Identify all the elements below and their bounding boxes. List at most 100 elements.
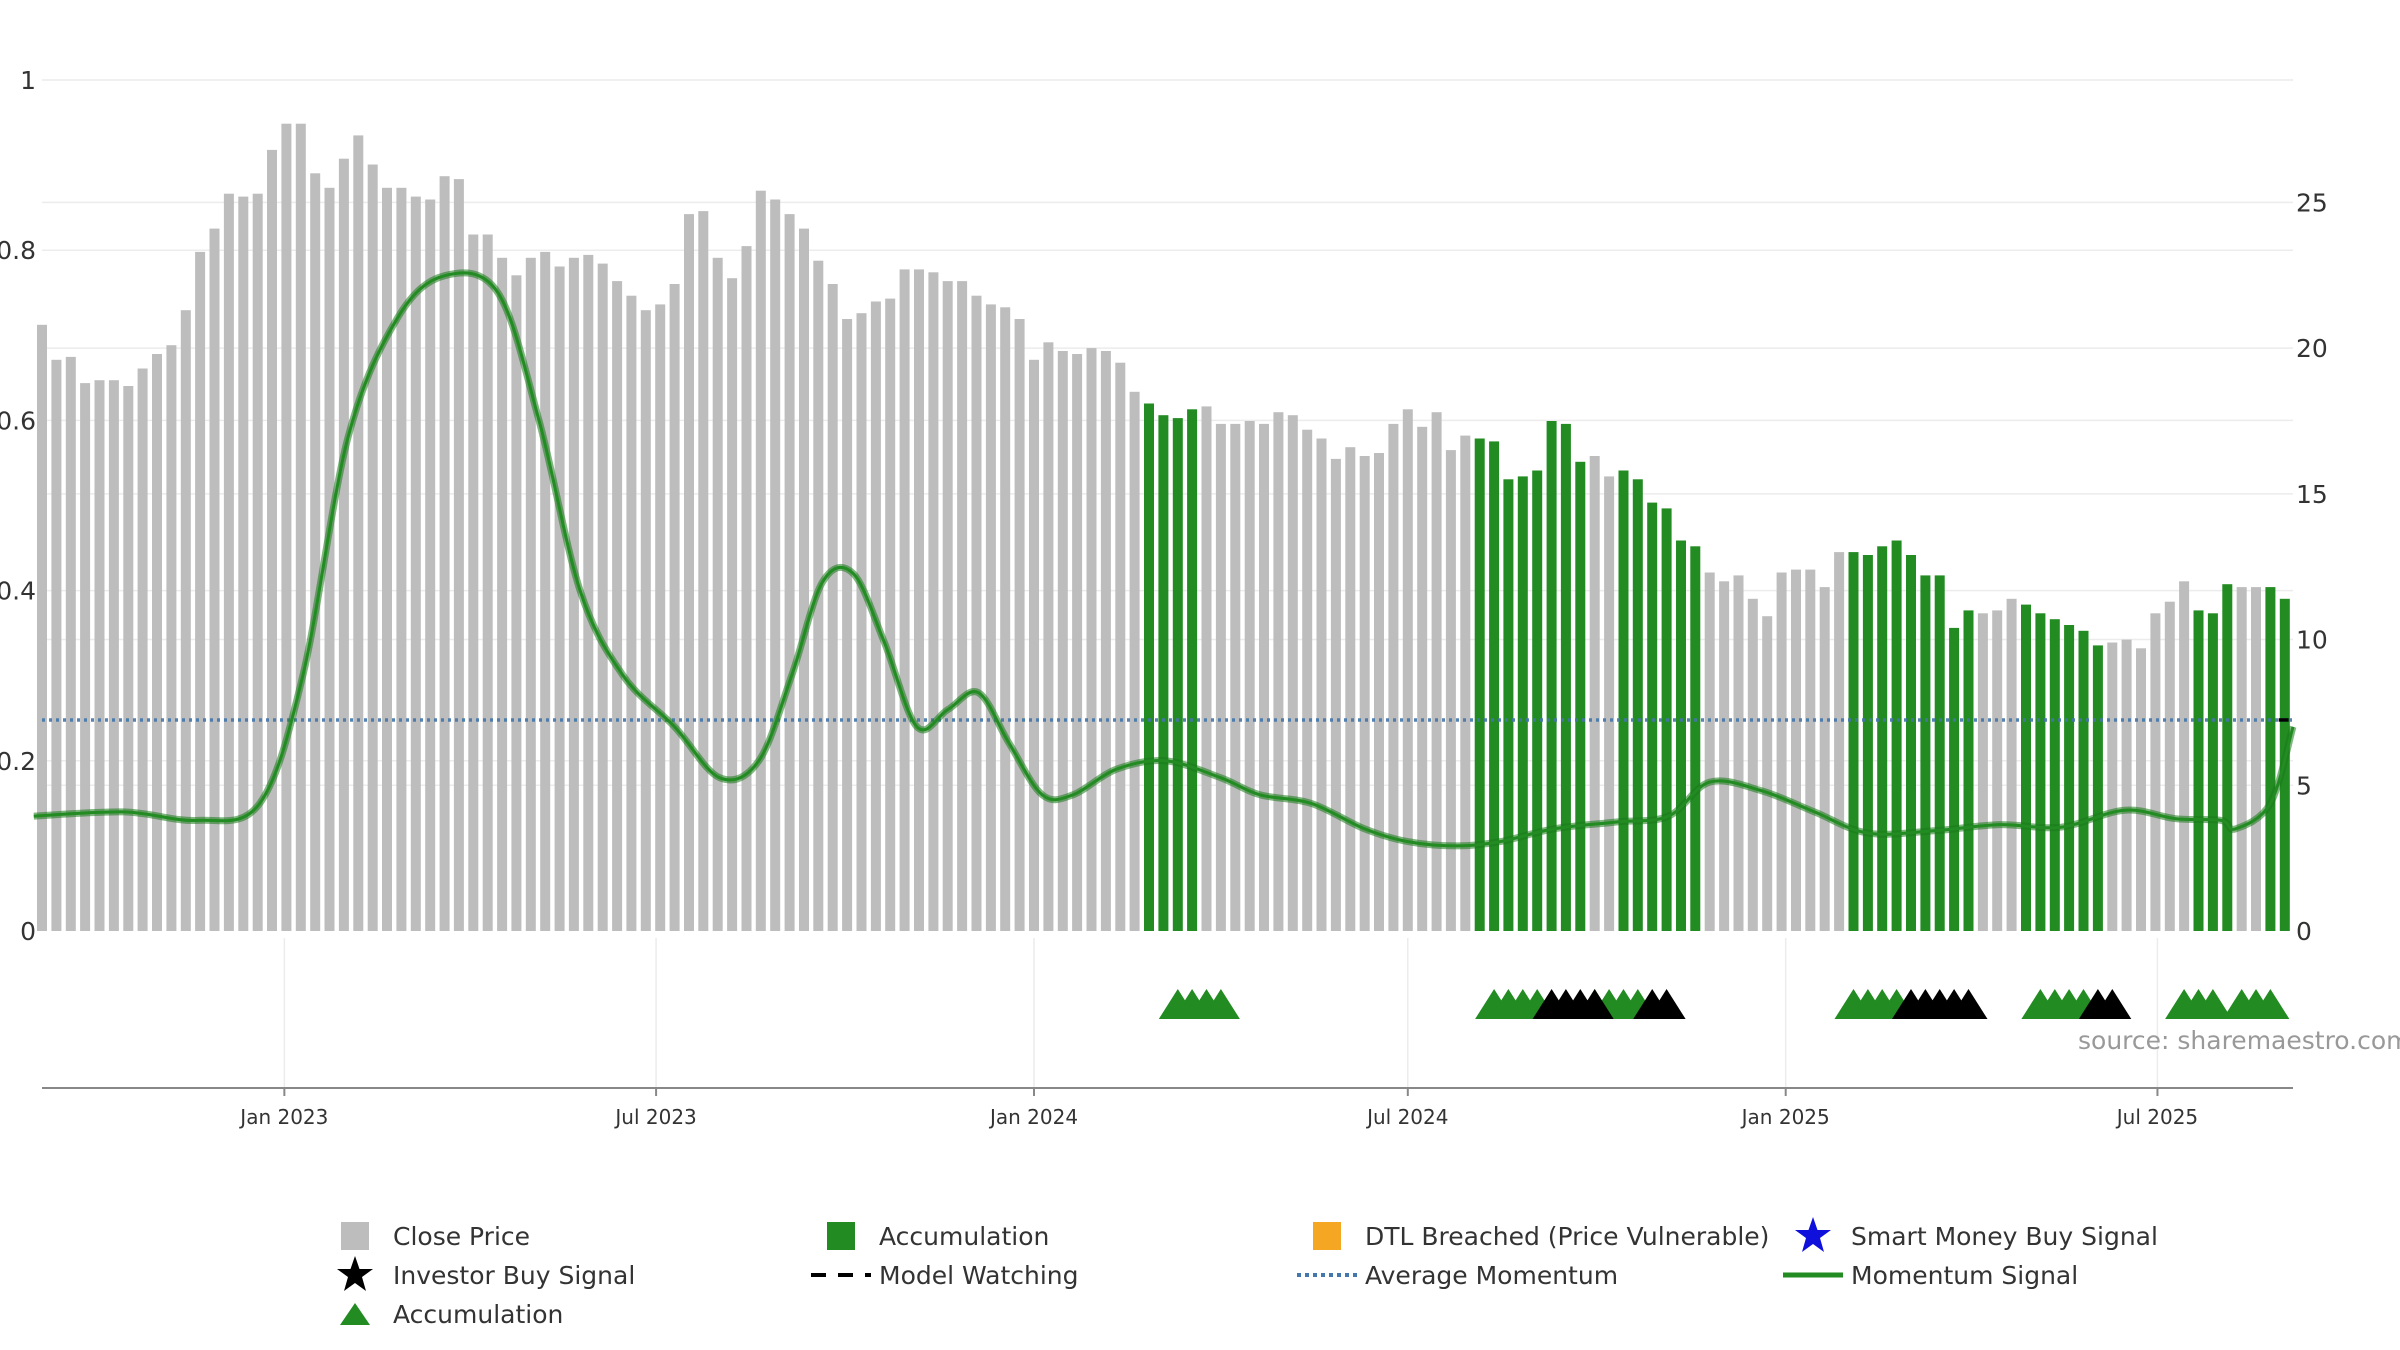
accumulation-bar <box>1862 555 1873 931</box>
left-axis-tick-label: 0.2 <box>0 747 36 776</box>
investor-buy-marker <box>1949 989 1988 1019</box>
price-bar <box>1388 423 1399 931</box>
price-bar <box>1072 354 1083 931</box>
accumulation-bar <box>1690 546 1701 931</box>
price-bar <box>1086 348 1097 932</box>
momentum-signal-line <box>33 271 2295 848</box>
investor-buy-marker <box>1647 989 1686 1019</box>
left-axis-tick-label: 1 <box>20 66 36 95</box>
price-bar <box>1345 447 1356 931</box>
price-bar <box>310 173 321 932</box>
price-bar <box>2251 587 2261 931</box>
price-bar <box>324 187 335 932</box>
price-bar <box>338 158 349 931</box>
price-bar <box>425 199 436 931</box>
accumulation-bar <box>1676 540 1686 931</box>
x-axis-tick-label: Jul 2025 <box>2115 1105 2198 1129</box>
price-bar <box>1043 342 1054 931</box>
price-bar <box>1359 456 1370 931</box>
investor-buy-marker <box>2093 989 2132 1019</box>
price-bar <box>281 123 292 931</box>
price-bar <box>2150 613 2161 931</box>
accumulation-bar <box>1546 421 1557 931</box>
price-bar <box>1273 412 1284 931</box>
price-bar <box>1791 569 1801 931</box>
price-bar <box>1402 409 1413 931</box>
price-bar <box>698 211 709 932</box>
price-bar <box>37 324 47 931</box>
right-axis-tick-label: 5 <box>2296 771 2312 800</box>
accumulation-bar <box>1632 479 1643 931</box>
price-bar <box>727 278 738 931</box>
right-axis-tick-label: 25 <box>2296 188 2328 217</box>
accumulation-bar <box>1906 555 1916 931</box>
price-bar <box>223 193 234 931</box>
price-bar <box>1762 616 1773 931</box>
left-axis-tick-label: 0.6 <box>0 406 36 435</box>
left-axis-tick-label: 0 <box>20 917 36 946</box>
price-bar <box>1259 423 1269 931</box>
right-axis-tick-label: 0 <box>2296 917 2312 946</box>
price-bar <box>1834 552 1845 931</box>
price-bar <box>1129 391 1140 931</box>
accumulation-bar <box>1949 627 1960 931</box>
price-bar <box>1747 598 1758 931</box>
price-bar <box>755 190 766 931</box>
price-bar <box>396 187 407 932</box>
price-bar <box>827 284 838 931</box>
price-bar <box>1100 351 1111 931</box>
accumulation-marker <box>2251 989 2290 1019</box>
price-bar <box>942 281 953 932</box>
accumulation-bar <box>2207 613 2218 931</box>
price-bar <box>655 304 666 931</box>
right-axis-tick-label: 20 <box>2296 334 2328 363</box>
price-bar <box>1604 476 1615 931</box>
accumulation-bar <box>1503 479 1514 931</box>
price-bar <box>195 251 206 931</box>
price-bar <box>1115 362 1126 931</box>
price-bar <box>238 196 249 932</box>
accumulation-bar <box>2078 630 2089 931</box>
price-bar <box>166 345 177 931</box>
accumulation-bar <box>1158 415 1169 931</box>
price-bar <box>914 269 924 931</box>
accumulation-bar <box>1187 409 1198 931</box>
price-bar <box>1287 415 1298 931</box>
price-bar <box>1201 406 1212 931</box>
price-bar <box>295 123 306 931</box>
price-bar <box>612 281 623 932</box>
accumulation-bar <box>1532 470 1543 931</box>
price-bar <box>1776 572 1787 931</box>
price-bar <box>1977 613 1988 931</box>
accumulation-bar <box>2222 584 2233 931</box>
left-axis-tick-label: 0.4 <box>0 577 36 606</box>
price-bar <box>2006 598 2017 931</box>
x-axis-tick-label: Jan 2025 <box>1740 1105 1830 1129</box>
price-bar <box>382 187 392 932</box>
price-bar <box>2121 639 2132 931</box>
price-bar <box>51 359 62 931</box>
accumulation-bar <box>1517 476 1528 931</box>
price-bar <box>511 275 522 931</box>
price-bar <box>1460 435 1471 931</box>
accumulation-bar <box>2064 625 2075 931</box>
price-bar <box>928 272 939 931</box>
accumulation-bar <box>2092 645 2103 931</box>
price-bar <box>367 164 378 931</box>
accumulation-bar <box>2265 587 2276 931</box>
price-bar <box>1244 421 1255 931</box>
price-bar <box>1704 572 1715 931</box>
price-bar <box>439 176 450 931</box>
price-bars <box>37 123 2290 932</box>
accumulation-bar <box>1647 502 1658 931</box>
price-bar <box>468 234 479 931</box>
price-bar <box>899 269 910 931</box>
price-bar <box>1733 575 1744 931</box>
accumulation-bar <box>1848 552 1859 931</box>
accumulation-bar <box>2193 610 2204 931</box>
price-bar <box>1029 359 1039 931</box>
right-axis-tick-label: 15 <box>2296 480 2328 509</box>
price-bar <box>123 386 134 931</box>
accumulation-bar <box>1934 575 1945 931</box>
price-bar <box>410 196 421 932</box>
